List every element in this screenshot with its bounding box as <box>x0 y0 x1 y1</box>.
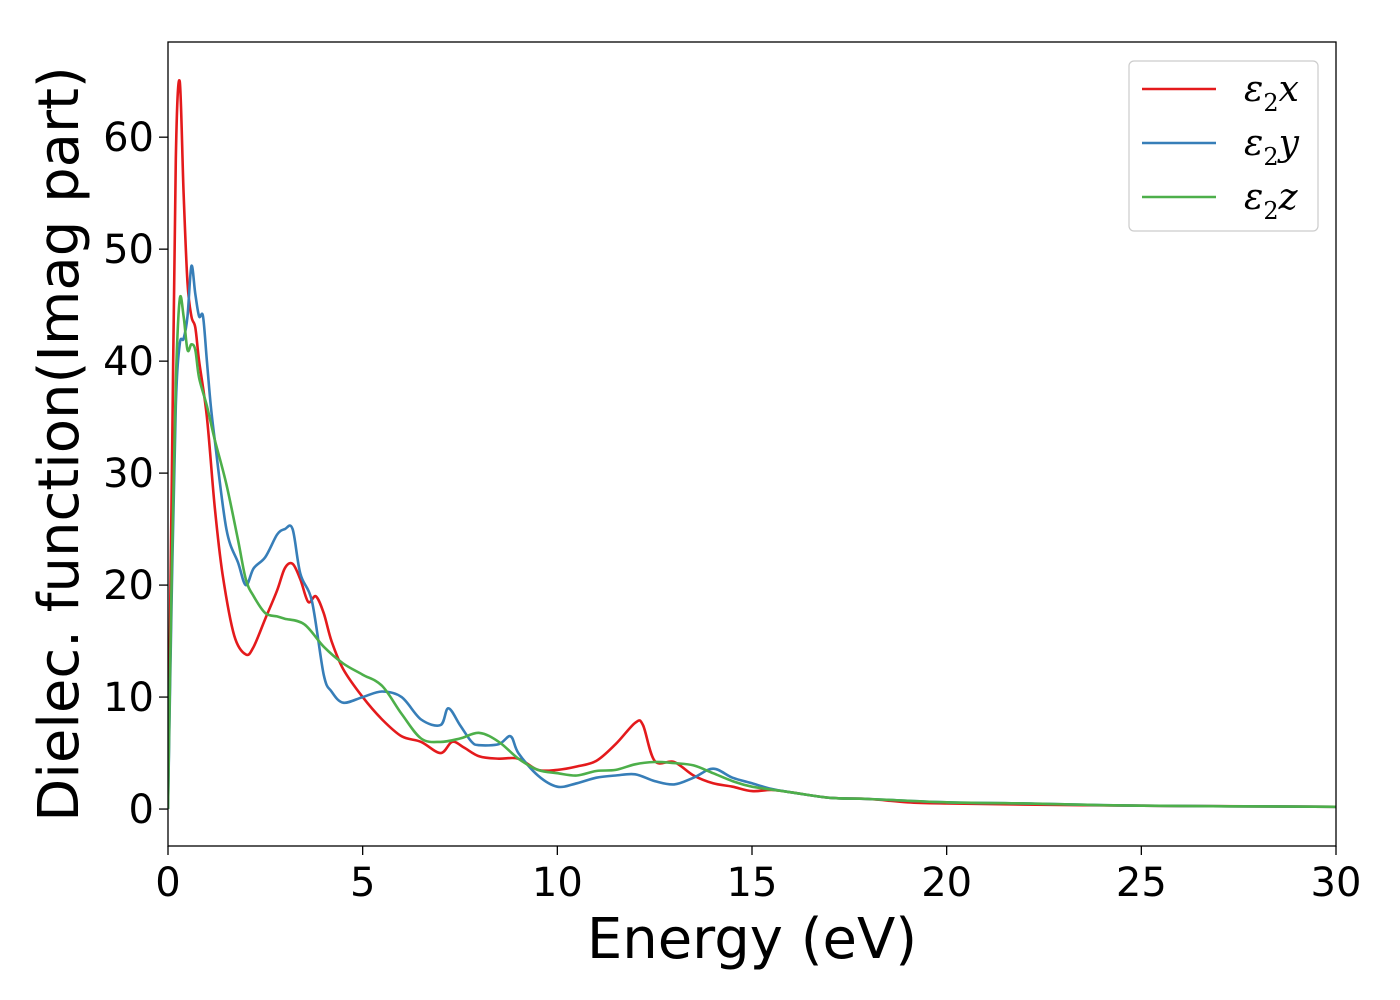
legend-label-suffix: y <box>1277 123 1300 164</box>
y-tick-label: 20 <box>103 563 154 609</box>
legend-label-base: ε <box>1244 69 1263 110</box>
y-axis-label: Dielec. function(Imag part) <box>27 66 92 822</box>
x-tick-label: 10 <box>532 860 583 906</box>
legend-label-subscript: 2 <box>1263 197 1278 225</box>
series-line-z <box>168 294 1336 810</box>
ticks-layer: 0 5 10 15 20 25 30 0 10 20 30 40 50 60 <box>103 115 1361 906</box>
legend-label-subscript: 2 <box>1263 89 1278 117</box>
x-tick-label: 5 <box>350 860 375 906</box>
legend-label-suffix: z <box>1278 177 1299 218</box>
y-tick-label: 10 <box>103 675 154 721</box>
legend-label-z: ε2z <box>1244 177 1299 225</box>
x-tick-label: 0 <box>155 860 180 906</box>
y-tick-label: 30 <box>103 451 154 497</box>
y-tick-label: 50 <box>103 227 154 273</box>
legend-label-base: ε <box>1244 177 1263 218</box>
legend-label-x: ε2x <box>1244 69 1299 117</box>
x-tick-label: 15 <box>727 860 778 906</box>
legend-label-suffix: x <box>1279 69 1299 110</box>
legend-label-y: ε2y <box>1244 123 1300 171</box>
y-tick-label: 40 <box>103 339 154 385</box>
x-tick-label: 20 <box>921 860 972 906</box>
series-line-x <box>168 78 1336 809</box>
legend-box <box>1128 60 1319 232</box>
series-layer <box>168 78 1336 810</box>
x-tick-label: 30 <box>1311 860 1362 906</box>
legend-label-base: ε <box>1244 123 1263 164</box>
legend-label-subscript: 2 <box>1263 143 1278 171</box>
x-axis-label: Energy (eV) <box>587 907 917 972</box>
series-line-y <box>168 264 1336 810</box>
y-tick-label: 0 <box>129 787 154 833</box>
y-tick-label: 60 <box>103 115 154 161</box>
x-tick-label: 25 <box>1116 860 1167 906</box>
